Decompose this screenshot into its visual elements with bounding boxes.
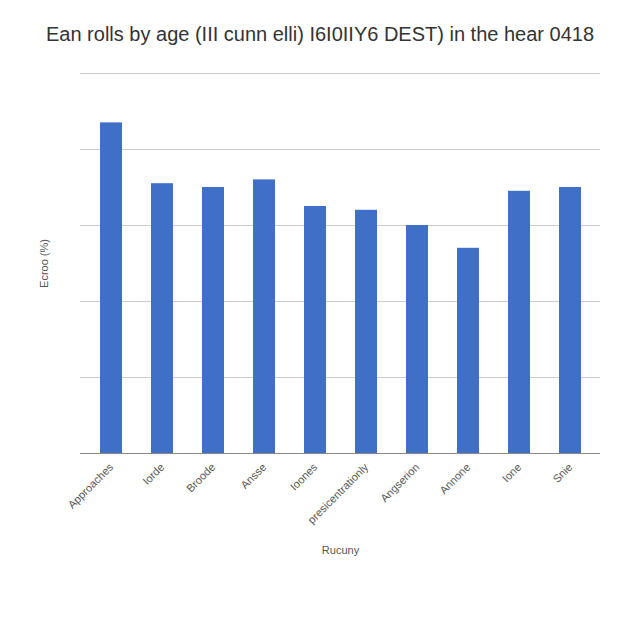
svg-text:Ioones: Ioones bbox=[288, 460, 320, 492]
svg-text:Iorde: Iorde bbox=[140, 461, 166, 487]
svg-text:Ecroo (%): Ecroo (%) bbox=[38, 239, 50, 288]
svg-text:Ansse: Ansse bbox=[238, 461, 268, 491]
svg-text:Approaches: Approaches bbox=[65, 460, 115, 510]
svg-text:Snie: Snie bbox=[550, 461, 574, 485]
svg-text:Ione: Ione bbox=[500, 461, 524, 485]
svg-text:Rucuny: Rucuny bbox=[322, 544, 360, 556]
svg-text:Broode: Broode bbox=[184, 461, 218, 495]
svg-text:Angserion: Angserion bbox=[378, 461, 422, 505]
svg-text:presicentrationly: presicentrationly bbox=[305, 460, 370, 525]
html-text:Ean rolls by age (III cunn ell: Ean rolls by age (III cunn elli) I6I0IIY… bbox=[46, 23, 594, 45]
svg-text:Annone: Annone bbox=[437, 461, 472, 496]
